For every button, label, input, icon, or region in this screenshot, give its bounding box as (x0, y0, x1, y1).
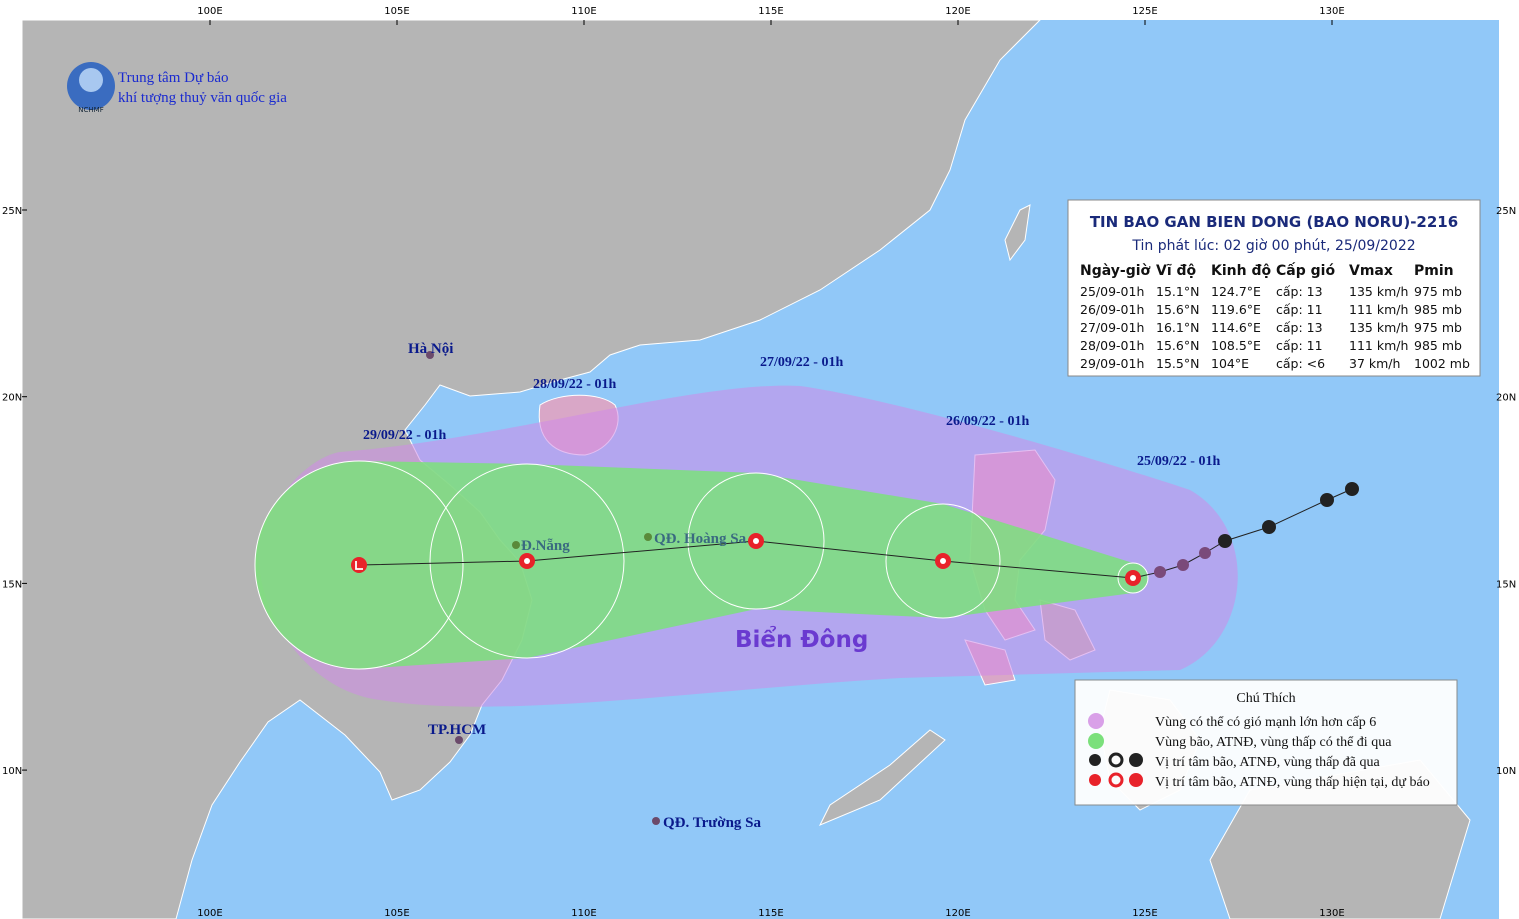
table-cell: 975 mb (1414, 320, 1462, 335)
place-label: Đ.Nẵng (521, 538, 570, 554)
table-cell: 26/09-01h (1080, 302, 1144, 317)
lat-label: 10N (1496, 766, 1516, 777)
lon-label: 110E (571, 6, 596, 17)
lat-label: 15N (2, 579, 22, 590)
logo: NCHMF Trung tâm Dự báo khí tượng thuỷ vă… (67, 62, 287, 114)
table-cell: 15.1°N (1156, 284, 1199, 299)
lat-label: 20N (2, 393, 22, 404)
table-cell: cấp: 11 (1276, 338, 1323, 353)
table-cell: 15.5°N (1156, 356, 1199, 371)
place-label: QĐ. Trường Sa (663, 815, 762, 831)
bulletin-box: TIN BAO GAN BIEN DONG (BAO NORU)-2216 Ti… (1067, 199, 1481, 377)
table-cell: 15.6°N (1156, 338, 1199, 353)
table-cell: 37 km/h (1349, 356, 1400, 371)
storm-zone (255, 461, 1148, 669)
table-header: Ngày-giờ (1080, 263, 1151, 279)
legend-item: Vùng có thể có gió mạnh lớn hơn cấp 6 (1155, 715, 1376, 730)
legend-item: Vùng bão, ATNĐ, vùng thấp có thể đi qua (1155, 735, 1392, 750)
lon-label: 120E (945, 6, 970, 17)
legend-icons (1089, 752, 1143, 768)
lon-label: 110E (571, 908, 596, 919)
table-cell: cấp: 13 (1276, 284, 1323, 299)
lat-label: 25N (2, 206, 22, 217)
lon-label: 130E (1319, 908, 1344, 919)
table-header: Cấp gió (1276, 262, 1335, 279)
table-cell: 985 mb (1414, 338, 1462, 353)
table-cell: 135 km/h (1349, 284, 1408, 299)
lon-label: 115E (758, 6, 783, 17)
lat-label: 10N (2, 766, 22, 777)
lon-label: 130E (1319, 6, 1344, 17)
table-cell: 15.6°N (1156, 302, 1199, 317)
bulletin-bg (1067, 199, 1481, 377)
table-cell: 104°E (1211, 356, 1249, 371)
lon-label: 105E (384, 908, 409, 919)
storm-track (358, 488, 1353, 579)
table-cell: 27/09-01h (1080, 320, 1144, 335)
place-label: Hà Nội (408, 341, 453, 357)
legend-swatch (1088, 713, 1104, 729)
lat-label: 15N (1496, 579, 1516, 590)
table-cell: 25/09-01h (1080, 284, 1144, 299)
table-header: Kinh độ (1211, 263, 1271, 279)
lon-label: 115E (758, 908, 783, 919)
table-cell: 111 km/h (1349, 302, 1408, 317)
table-cell: 1002 mb (1414, 356, 1470, 371)
legend-title: Chú Thích (1236, 691, 1295, 706)
past-positions (1154, 482, 1359, 578)
table-cell: 29/09-01h (1080, 356, 1144, 371)
table-cell: 111 km/h (1349, 338, 1408, 353)
table-cell: 135 km/h (1349, 320, 1408, 335)
table-cell: cấp: <6 (1276, 356, 1325, 371)
bulletin-title: TIN BAO GAN BIEN DONG (BAO NORU)-2216 (1090, 213, 1458, 231)
lon-label: 125E (1132, 6, 1157, 17)
place-label: TP.HCM (428, 722, 486, 738)
table-cell: 16.1°N (1156, 320, 1199, 335)
legend-item: Vị trí tâm bão, ATNĐ, vùng thấp đã qua (1155, 755, 1381, 770)
table-cell: 124.7°E (1211, 284, 1261, 299)
logo-abbr: NCHMF (78, 106, 103, 114)
city-dots (426, 351, 660, 825)
table-cell: 108.5°E (1211, 338, 1261, 353)
lon-label: 105E (384, 6, 409, 17)
lon-label: 100E (197, 908, 222, 919)
table-header: Vmax (1349, 263, 1393, 279)
legend-swatch (1088, 733, 1104, 749)
table-cell: 28/09-01h (1080, 338, 1144, 353)
lon-label: 125E (1132, 908, 1157, 919)
wind-radius-circles (254, 460, 1149, 670)
table-cell: 119.6°E (1211, 302, 1261, 317)
table-cell: 975 mb (1414, 284, 1462, 299)
legend-item: Vị trí tâm bão, ATNĐ, vùng thấp hiện tại… (1155, 775, 1430, 790)
forecast-time: 26/09/22 - 01h (946, 414, 1029, 429)
table-cell: 114.6°E (1211, 320, 1261, 335)
logo-line: Trung tâm Dự báo (118, 70, 229, 86)
table-cell: cấp: 13 (1276, 320, 1323, 335)
forecast-positions (351, 533, 1141, 586)
table-cell: 985 mb (1414, 302, 1462, 317)
sea-label: Biển Đông (735, 625, 868, 653)
forecast-time: 27/09/22 - 01h (760, 355, 843, 370)
table-header: Pmin (1414, 263, 1454, 279)
lon-label: 120E (945, 908, 970, 919)
bulletin-issued: Tin phát lúc: 02 giờ 00 phút, 25/09/2022 (1131, 238, 1415, 254)
forecast-time: 28/09/22 - 01h (533, 377, 616, 392)
forecast-time: 29/09/22 - 01h (363, 428, 446, 443)
legend-icons (1089, 772, 1143, 788)
table-cell: cấp: 11 (1276, 302, 1323, 317)
lon-label: 100E (197, 6, 222, 17)
logo-line: khí tượng thuỷ văn quốc gia (118, 90, 287, 106)
place-label: QĐ. Hoàng Sa (654, 531, 747, 547)
table-header: Vĩ độ (1156, 263, 1197, 279)
forecast-time: 25/09/22 - 01h (1137, 454, 1220, 469)
lat-label: 20N (1496, 393, 1516, 404)
lat-label: 25N (1496, 206, 1516, 217)
legend: Chú Thích Vùng có thể có gió mạnh lớn hơ… (1074, 679, 1458, 806)
